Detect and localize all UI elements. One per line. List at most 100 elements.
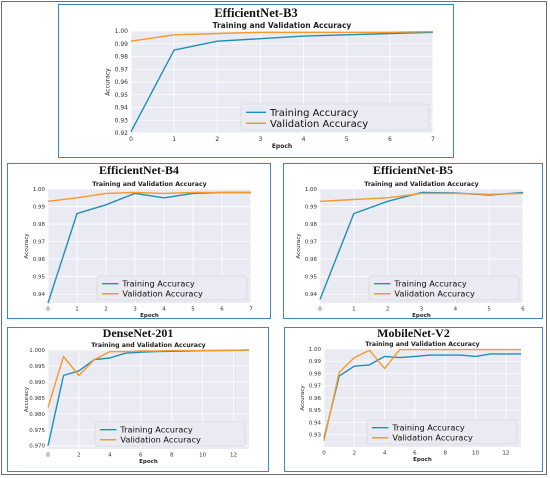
series-line-training bbox=[319, 191, 524, 300]
accuracy-chart: 0.92 0.93 0.94 0.95 0.96 0.97 0.98 0.99 1.00 0 1 2 3… bbox=[104, 21, 435, 150]
x-axis-label: Epoch bbox=[412, 313, 431, 319]
legend-label: Validation Accuracy bbox=[394, 289, 475, 299]
x-tick-label: 5 bbox=[487, 307, 491, 313]
x-tick-label: 1 bbox=[172, 136, 176, 143]
x-tick-label: 1 bbox=[352, 307, 356, 313]
panel-mobilenet-v2: MobileNet-V2 0.93 0.94 0.95 0.96 0.97 0.98 0.9… bbox=[284, 326, 543, 472]
y-tick-label: 0.99 bbox=[305, 204, 318, 210]
y-tick-label: 0.95 bbox=[33, 275, 46, 281]
legend bbox=[240, 103, 430, 131]
x-tick-label: 6 bbox=[413, 451, 417, 457]
y-axis-label: Accuracy bbox=[24, 386, 30, 412]
y-tick-label: 0.97 bbox=[33, 240, 46, 246]
chart-title: Training and Validation Accuracy bbox=[365, 341, 479, 348]
x-tick-label: 3 bbox=[420, 307, 424, 313]
y-tick-label: 0.96 bbox=[33, 257, 46, 263]
x-tick-label: 2 bbox=[77, 453, 81, 459]
y-tick-label: 0.96 bbox=[309, 396, 322, 402]
y-tick-label: 0.99 bbox=[115, 41, 129, 48]
x-tick-label: 6 bbox=[139, 453, 143, 459]
y-tick-label: 1.000 bbox=[29, 348, 45, 354]
y-tick-label: 0.97 bbox=[115, 66, 129, 73]
y-tick-label: 0.92 bbox=[115, 130, 129, 137]
y-tick-label: 0.98 bbox=[33, 222, 46, 228]
series-line-validation bbox=[323, 348, 521, 442]
x-tick-label: 4 bbox=[162, 307, 166, 313]
y-tick-label: 0.970 bbox=[29, 444, 45, 450]
chart-title: Training and Validation Accuracy bbox=[91, 342, 205, 349]
x-axis-label: Epoch bbox=[140, 313, 159, 319]
x-tick-label: 8 bbox=[443, 451, 447, 457]
legend bbox=[368, 275, 520, 301]
x-tick-label: 6 bbox=[521, 307, 525, 313]
series-line-training bbox=[323, 353, 521, 439]
x-tick-label: 1 bbox=[75, 307, 79, 313]
model-label: EfficientNet-B5 bbox=[373, 163, 453, 177]
x-tick-label: 0 bbox=[46, 307, 50, 313]
legend-label: Training Accuracy bbox=[393, 279, 466, 289]
x-tick-label: 0 bbox=[129, 136, 133, 143]
accuracy-chart: 0.94 0.95 0.96 0.97 0.98 0.99 1.00 0 1 2 3 4 5 6 7 Trai… bbox=[24, 181, 253, 319]
y-tick-label: 1.00 bbox=[115, 28, 129, 35]
legend-label: Training Accuracy bbox=[119, 425, 192, 435]
x-tick-label: 5 bbox=[191, 307, 195, 313]
y-tick-label: 0.97 bbox=[305, 240, 318, 246]
legend bbox=[366, 419, 518, 445]
x-tick-label: 7 bbox=[431, 136, 435, 143]
x-tick-label: 10 bbox=[472, 451, 479, 457]
legend-label: Validation Accuracy bbox=[270, 119, 368, 130]
y-tick-label: 1.00 bbox=[309, 347, 322, 353]
x-tick-label: 6 bbox=[220, 307, 224, 313]
y-tick-label: 0.98 bbox=[309, 371, 322, 377]
x-tick-label: 0 bbox=[322, 451, 326, 457]
x-tick-label: 3 bbox=[259, 136, 263, 143]
y-tick-label: 0.99 bbox=[33, 204, 46, 210]
y-tick-label: 0.95 bbox=[305, 275, 318, 281]
legend bbox=[94, 421, 246, 447]
panel-efficientnet-b4: EfficientNet-B4 0.94 0.95 0.96 0.97 0.98 0.99… bbox=[7, 163, 271, 319]
model-label: EfficientNet-B4 bbox=[99, 163, 179, 177]
panel-efficientnet-b3: EfficientNet-B3 0.92 0.93 0.94 0.95 0.96 0.97… bbox=[58, 4, 454, 158]
y-tick-label: 0.93 bbox=[309, 433, 322, 439]
x-tick-label: 5 bbox=[345, 136, 349, 143]
y-tick-label: 1.00 bbox=[305, 187, 318, 193]
y-tick-label: 0.985 bbox=[29, 396, 45, 402]
x-tick-label: 0 bbox=[46, 453, 50, 459]
accuracy-chart: 0.970 0.975 0.980 0.985 0.990 0.995 1.000 0 2 4 6 8… bbox=[24, 342, 250, 465]
x-tick-label: 2 bbox=[215, 136, 219, 143]
y-tick-label: 0.995 bbox=[29, 364, 45, 370]
panel-efficientnet-b5: EfficientNet-B5 0.94 0.95 0.96 0.97 0.98 0.99… bbox=[283, 163, 543, 319]
model-label: MobileNet-V2 bbox=[377, 326, 450, 340]
series-line-validation bbox=[47, 349, 250, 408]
series-line-validation bbox=[130, 30, 434, 42]
x-tick-label: 7 bbox=[249, 307, 253, 313]
y-tick-label: 0.980 bbox=[29, 412, 45, 418]
legend-label: Training Accuracy bbox=[391, 423, 464, 433]
x-tick-label: 8 bbox=[170, 453, 174, 459]
x-tick-label: 6 bbox=[388, 136, 392, 143]
model-label: EfficientNet-B3 bbox=[214, 6, 298, 20]
y-axis-label: Accuracy bbox=[24, 233, 30, 259]
y-axis-label: Accuracy bbox=[300, 385, 306, 411]
y-tick-label: 0.96 bbox=[305, 257, 318, 263]
legend bbox=[96, 275, 248, 301]
x-axis-label: Epoch bbox=[413, 457, 432, 463]
x-tick-label: 3 bbox=[133, 307, 137, 313]
legend-label: Validation Accuracy bbox=[120, 435, 201, 445]
series-line-validation bbox=[47, 191, 251, 202]
x-tick-label: 4 bbox=[454, 307, 458, 313]
y-tick-label: 0.98 bbox=[305, 222, 318, 228]
legend-label: Training Accuracy bbox=[269, 108, 358, 119]
y-axis-label: Accuracy bbox=[296, 233, 302, 259]
x-tick-label: 0 bbox=[318, 307, 322, 313]
y-tick-label: 0.96 bbox=[115, 79, 129, 86]
y-tick-label: 0.990 bbox=[29, 380, 45, 386]
accuracy-chart: 0.93 0.94 0.95 0.96 0.97 0.98 0.99 1.00 0 2 4 6 8 10 1… bbox=[300, 341, 521, 463]
x-tick-label: 2 bbox=[104, 307, 108, 313]
y-axis-label: Accuracy bbox=[104, 68, 111, 96]
legend-label: Validation Accuracy bbox=[392, 433, 473, 443]
x-tick-label: 4 bbox=[108, 453, 112, 459]
panel-densenet-201: DenseNet-201 0.970 0.975 0.980 0.985 0.990 0.… bbox=[7, 326, 269, 472]
y-tick-label: 1.00 bbox=[33, 187, 46, 193]
chart-title: Training and Validation Accuracy bbox=[92, 181, 206, 188]
